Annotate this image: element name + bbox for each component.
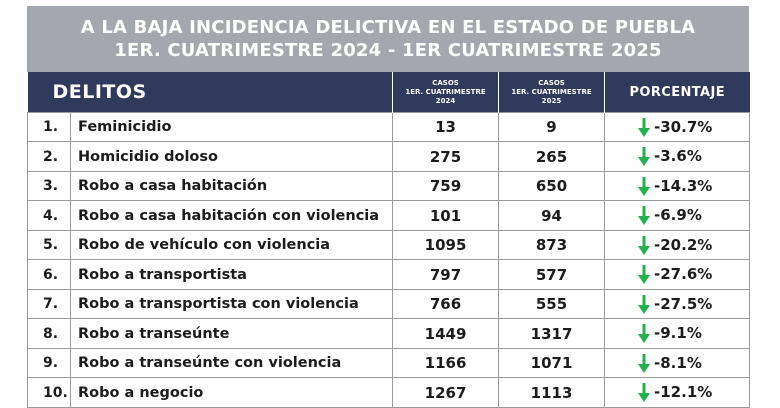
table-header-row: DELITOS CASOS 1ER. CUATRIMESTRE 2024 CAS… [27,72,750,113]
down-arrow-icon [638,235,651,255]
header-casos-2024: CASOS 1ER. CUATRIMESTRE 2024 [392,72,500,113]
row-number: 3. [27,171,71,201]
table-row: 10. Robo a negocio 1267 1113 -12.1% [27,377,751,408]
cases-2025: 9 [498,112,606,142]
table-row: 6. Robo a transportista 797 577 -27.6% [27,259,751,290]
down-arrow-icon [638,206,651,225]
row-number: 6. [27,259,71,290]
cases-2024: 797 [392,259,500,290]
percentage-value: -30.7% [654,117,713,136]
header-casos-2024-line-3: 2024 [435,96,456,105]
percentage-cell: -8.1% [604,348,751,378]
down-arrow-icon [638,117,651,137]
header-casos-2024-line-1: CASOS [432,78,459,87]
row-number: 7. [27,289,71,319]
cases-2025: 555 [498,289,606,319]
header-casos-2025-line-2: 1ER. CUATRIMESTRE [511,87,592,96]
cases-2024: 275 [392,141,500,172]
header-casos-2025: CASOS 1ER. CUATRIMESTRE 2025 [498,72,606,113]
crime-name: Robo a negocio [69,377,394,408]
percentage-cell: -6.9% [604,200,751,231]
down-arrow-icon [638,353,651,373]
crime-name: Robo a transportista [69,259,394,290]
crime-name: Homicidio doloso [69,141,394,172]
cases-2025: 1113 [498,377,606,408]
row-number: 5. [27,230,71,260]
down-arrow-icon [638,324,651,343]
cases-2024: 766 [392,289,500,319]
percentage-cell: -20.2% [604,230,751,260]
cases-2024: 1449 [392,318,500,349]
down-arrow-icon [638,294,651,314]
percentage-cell: -30.7% [604,112,751,142]
crime-name: Feminicidio [69,112,394,142]
title-banner: A LA BAJA INCIDENCIA DELICTIVA EN EL EST… [27,6,749,72]
down-arrow-icon [638,147,651,166]
title-line-1: A LA BAJA INCIDENCIA DELICTIVA EN EL EST… [80,17,696,38]
cases-2024: 1267 [392,377,500,408]
table-row: 1. Feminicidio 13 9 -30.7% [27,112,751,142]
row-number: 4. [27,200,71,231]
cases-2025: 1071 [498,348,606,378]
table-row: 4. Robo a casa habitación con violencia 10… [27,200,751,231]
percentage-cell: -27.6% [604,259,751,290]
crime-name: Robo a transportista con violencia [69,289,394,319]
header-casos-2024-line-2: 1ER. CUATRIMESTRE [405,87,486,96]
cases-2025: 1317 [498,318,606,349]
percentage-value: -20.2% [654,235,713,254]
cases-2025: 94 [498,200,606,231]
percentage-cell: -12.1% [604,377,751,408]
down-arrow-icon [638,265,651,284]
header-delitos: DELITOS [27,72,394,113]
percentage-value: -12.1% [654,383,713,401]
percentage-value: -27.6% [654,265,713,283]
percentage-value: -27.5% [654,294,713,313]
crime-name: Robo a casa habitación con violencia [69,200,394,231]
cases-2024: 13 [392,112,500,142]
crime-name: Robo a transeúnte [69,318,394,349]
percentage-value: -6.9% [654,206,702,224]
row-number: 9. [27,348,71,378]
cases-2024: 1095 [392,230,500,260]
table-row: 5. Robo de vehículo con violencia 1095 873 -… [27,230,751,260]
percentage-cell: -14.3% [604,171,751,201]
down-arrow-icon [638,176,651,196]
percentage-cell: -27.5% [604,289,751,319]
cases-2025: 265 [498,141,606,172]
row-number: 10. [27,377,71,408]
row-number: 2. [27,141,71,172]
cases-2025: 577 [498,259,606,290]
crime-table: DELITOS CASOS 1ER. CUATRIMESTRE 2024 CAS… [27,72,751,408]
header-casos-2025-line-3: 2025 [541,96,562,105]
row-number: 8. [27,318,71,349]
cases-2025: 650 [498,171,606,201]
title-line-2: 1ER. CUATRIMESTRE 2024 - 1ER CUATRIMESTR… [114,40,662,61]
table-row: 8. Robo a transeúnte 1449 1317 -9.1% [27,318,751,349]
percentage-value: -14.3% [654,176,713,195]
crime-name: Robo a casa habitación [69,171,394,201]
table-row: 9. Robo a transeúnte con violencia 1166 107… [27,348,751,378]
crime-name: Robo de vehículo con violencia [69,230,394,260]
cases-2024: 759 [392,171,500,201]
percentage-cell: -3.6% [604,141,751,172]
percentage-cell: -9.1% [604,318,751,349]
cases-2024: 1166 [392,348,500,378]
percentage-value: -8.1% [654,353,702,372]
crime-name: Robo a transeúnte con violencia [69,348,394,378]
cases-2024: 101 [392,200,500,231]
header-porcentaje: PORCENTAJE [604,72,750,113]
percentage-value: -9.1% [654,324,702,342]
header-casos-2025-line-1: CASOS [538,78,565,87]
table-row: 7. Robo a transportista con violencia 766 5… [27,289,751,319]
row-number: 1. [27,112,71,142]
percentage-value: -3.6% [654,147,702,165]
down-arrow-icon [638,383,651,402]
cases-2025: 873 [498,230,606,260]
table-row: 2. Homicidio doloso 275 265 -3.6% [27,141,751,172]
table-row: 3. Robo a casa habitación 759 650 -14.3% [27,171,751,201]
